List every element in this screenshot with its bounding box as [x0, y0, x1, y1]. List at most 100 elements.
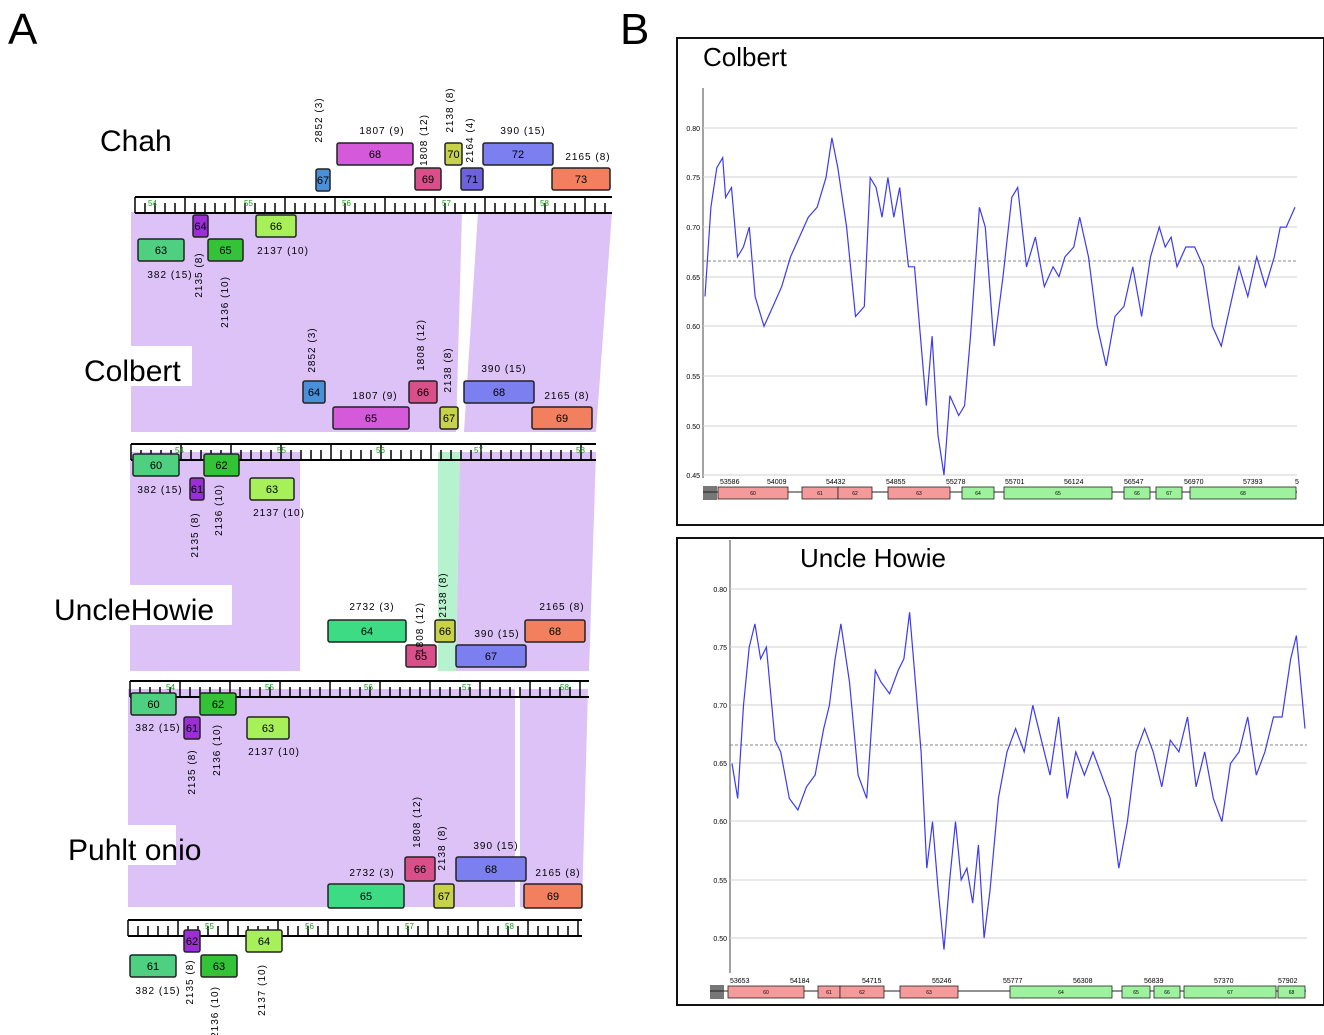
- strip-gene: [1123, 486, 1151, 500]
- gene: 68 2165 (8): [524, 602, 586, 643]
- pham-label: 1807 (9): [352, 391, 397, 402]
- gene-box: [414, 167, 442, 191]
- gene-number: 62: [215, 460, 227, 472]
- pham-label: 2137 (10): [248, 747, 300, 758]
- genome-name: Colbert: [84, 355, 181, 388]
- genome-name: UncleHowie: [54, 594, 214, 627]
- gene: 62 2135 (8): [183, 929, 201, 1005]
- gene: 60 382 (15): [130, 692, 180, 734]
- ruler-label: 58: [505, 922, 514, 931]
- gene-box: [246, 716, 290, 740]
- gene-number: 65: [360, 891, 372, 903]
- gene-box: [192, 214, 209, 238]
- gene: 64 2135 (8): [192, 214, 209, 298]
- y-tick-label: 0.65: [713, 761, 727, 768]
- strip-gene: [837, 486, 873, 500]
- genome-track: Chah 54 55 56 57 58 67 2852 (3) 68 1807 (9) 69 1808…: [100, 87, 612, 328]
- y-tick-label: 0.65: [686, 275, 700, 282]
- strip-gene-label: 60: [763, 990, 769, 996]
- ruler-label: 58: [576, 446, 585, 455]
- pham-label: 2136 (10): [214, 484, 225, 536]
- strip-gene-label: 60: [750, 491, 756, 497]
- pham-label: 2138 (8): [445, 87, 456, 132]
- strip-gene-label: 62: [852, 491, 858, 497]
- genome-tracks: Chah 54 55 56 57 58 67 2852 (3) 68 1807 (9) 69 1808…: [50, 87, 612, 1035]
- gene-box: [408, 380, 438, 404]
- gene-box: [444, 142, 463, 166]
- gene-box: [327, 619, 407, 643]
- pham-label: 1808 (12): [412, 796, 423, 848]
- x-tick-label: 56839: [1144, 978, 1164, 985]
- gene-number: 68: [493, 387, 505, 399]
- gene-box: [137, 238, 185, 262]
- gene: 62 2136 (10): [199, 692, 237, 776]
- x-tick-label: 54184: [790, 978, 810, 985]
- pham-label: 2138 (8): [443, 347, 454, 392]
- ruler-label: 56: [305, 922, 314, 931]
- strip-gene-label: 65: [1055, 491, 1061, 497]
- gene: 62 2136 (10): [203, 453, 240, 536]
- gene: 67 2852 (3): [314, 97, 331, 192]
- gc-chart: Uncle Howie 0.80 0.75 0.70 0.65 0.60 0.55 0.50 5…: [676, 537, 1324, 1006]
- gene: 63 2137 (10): [246, 716, 300, 758]
- gene: 70 2138 (8): [444, 87, 463, 166]
- gene-number: 62: [186, 936, 198, 948]
- chart-title-bg: [796, 541, 966, 575]
- gene-box: [203, 453, 240, 477]
- ruler-label: 56: [364, 683, 373, 692]
- gene-box: [405, 644, 437, 668]
- gene-number: 69: [547, 891, 559, 903]
- genome-name: Chah: [100, 125, 172, 158]
- pham-label: 390 (15): [474, 629, 519, 640]
- y-tick-label: 0.60: [686, 324, 700, 331]
- pham-label: 2732 (3): [349, 602, 394, 613]
- gene-number: 64: [258, 936, 270, 948]
- strip-gene-label: 68: [1240, 491, 1246, 497]
- strip-gene: [1155, 486, 1183, 500]
- gene-box: [315, 168, 331, 192]
- gene-number: 65: [219, 245, 231, 257]
- strip-gene: [1189, 486, 1297, 500]
- ruler-label: 56: [376, 446, 385, 455]
- x-tick-label: 55777: [1003, 978, 1023, 985]
- gene: 71 2164 (4): [460, 117, 484, 191]
- pham-label: 1807 (9): [359, 126, 404, 137]
- gene-box: [132, 453, 180, 477]
- gene: 72 390 (15): [482, 126, 554, 166]
- gene-number: 60: [150, 460, 162, 472]
- ruler: 54 55 56 57 58: [134, 196, 612, 214]
- chart-title: Colbert: [703, 42, 788, 72]
- gene: 69 2165 (8): [531, 391, 593, 430]
- strip-gene: [727, 985, 805, 999]
- strip-gene-label: 67: [1166, 491, 1172, 497]
- gene-box: [183, 716, 201, 740]
- x-tick-label: 57902: [1278, 978, 1298, 985]
- gene: 65 1807 (9): [332, 391, 410, 430]
- gene-number: 61: [191, 484, 203, 496]
- gene: 67 390 (15): [455, 629, 527, 668]
- strip-gene: [1121, 985, 1151, 999]
- pham-label: 2135 (8): [194, 252, 205, 297]
- gene: 66 2138 (8): [434, 572, 456, 643]
- gene-number: 62: [212, 699, 224, 711]
- strip-gene-label: 64: [1058, 990, 1064, 996]
- gene-number: 67: [443, 413, 455, 425]
- x-tick-label: 55278: [946, 479, 966, 486]
- gene: 61 2135 (8): [189, 477, 205, 558]
- gene: 67 2138 (8): [439, 347, 459, 430]
- gene-box: [463, 380, 535, 404]
- gene-box: [189, 477, 205, 501]
- y-tick-label: 0.80: [713, 587, 727, 594]
- gene: 66 1808 (12): [404, 796, 436, 882]
- x-tick-label: 54009: [767, 479, 787, 486]
- ruler-label: 55: [277, 446, 286, 455]
- strip-gene: [839, 985, 885, 999]
- x-tick-label: 54715: [862, 978, 882, 985]
- gene-box: [130, 692, 177, 716]
- strip-gene: [1277, 985, 1306, 999]
- genome-label-bg: [50, 585, 232, 625]
- gene-box: [249, 477, 295, 501]
